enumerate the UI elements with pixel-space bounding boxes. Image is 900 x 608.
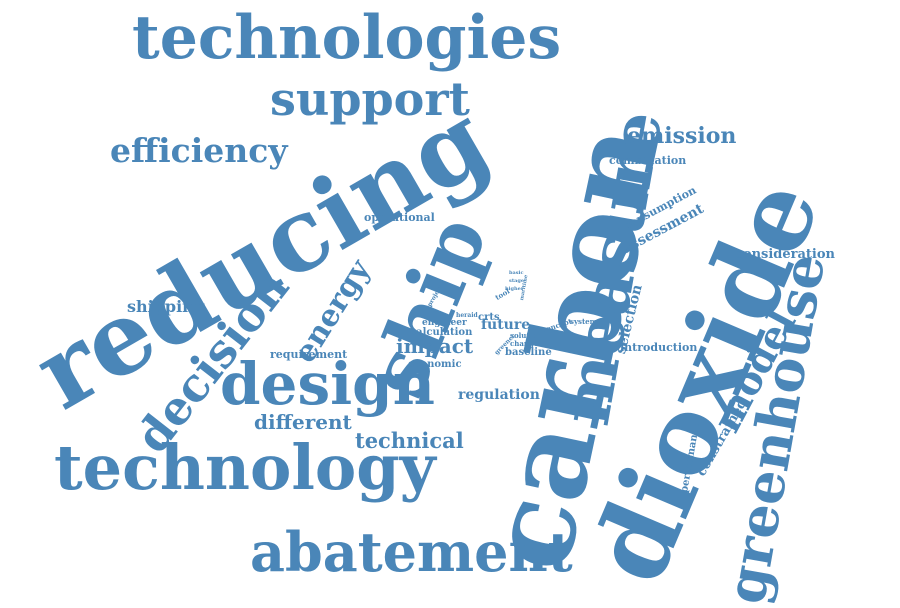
word-consideration: consideration [735, 247, 835, 262]
word-baseline: baseline [505, 347, 552, 358]
word-regulation: regulation [458, 387, 540, 403]
word-future: future [481, 317, 531, 333]
word-basic: basic [509, 270, 524, 276]
word-economic: economic [408, 359, 462, 370]
word-introduction: introduction [620, 341, 698, 354]
word-technologies: technologies [132, 3, 562, 73]
word-technical: technical [355, 428, 464, 453]
word-impact: impact [396, 334, 474, 358]
word-engineer: engineer [422, 318, 467, 328]
word-calculation: calculation [410, 327, 473, 338]
word-support: support [270, 72, 470, 126]
word-higher: higher [505, 286, 524, 292]
word-combination: combination [609, 154, 687, 167]
word-solution: solution [510, 331, 543, 340]
word-abatement: abatement [250, 520, 573, 584]
word-crts: crts [478, 312, 500, 323]
word-stage: stage [509, 278, 525, 284]
word-system: system [570, 317, 598, 326]
word-requirement: requirement [270, 348, 348, 361]
word-change: change [510, 339, 539, 348]
word-heraid: heraid [456, 312, 478, 319]
word-efficiency: efficiency [110, 131, 288, 170]
word-design: design [220, 350, 435, 418]
word-shipping: shipping [127, 297, 205, 316]
word-technology: technology [54, 431, 436, 504]
word-different: different [254, 410, 352, 434]
word-emission: emission [627, 123, 737, 149]
word-operational: operational [364, 211, 435, 224]
